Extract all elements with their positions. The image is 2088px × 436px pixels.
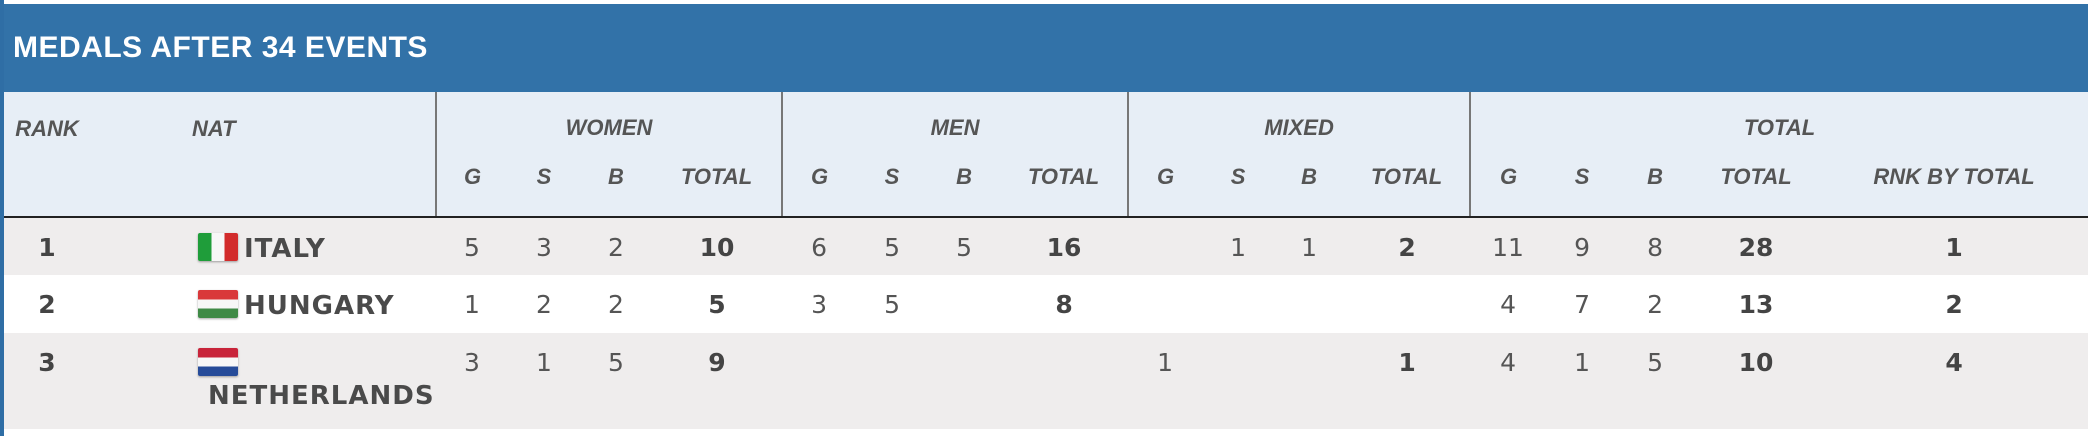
men-silver: 5 <box>884 290 900 319</box>
nation-cell[interactable]: ITALY <box>90 217 436 275</box>
header-total-s[interactable]: S <box>1546 164 1619 218</box>
header-women-b[interactable]: B <box>580 164 652 218</box>
table-row: 3 NETHERLANDS 3 1 5 9 1 1 4 1 5 10 <box>4 333 2088 429</box>
mixed-silver <box>1202 275 1274 333</box>
women-bronze: 2 <box>608 290 624 319</box>
mixed-total: 2 <box>1398 233 1416 262</box>
hungary-flag-icon <box>198 290 238 318</box>
header-women-g[interactable]: G <box>435 164 508 218</box>
men-bronze: 5 <box>956 233 972 262</box>
women-gold: 3 <box>464 348 480 377</box>
women-silver: 1 <box>536 348 552 377</box>
header-women-s[interactable]: S <box>508 164 580 218</box>
men-gold <box>782 333 856 429</box>
rank-cell: 1 <box>38 233 56 262</box>
table-row: 1 ITALY 5 3 2 10 6 5 5 16 1 1 2 11 9 8 2… <box>4 217 2088 275</box>
total-silver: 7 <box>1574 290 1590 319</box>
header-mixed-s[interactable]: S <box>1202 164 1275 218</box>
rank-by-total: 4 <box>1945 348 1963 377</box>
men-gold: 6 <box>811 233 827 262</box>
men-total <box>1000 333 1128 429</box>
mixed-bronze <box>1274 333 1344 429</box>
header-women-total[interactable]: TOTAL <box>652 164 783 218</box>
header-total-g[interactable]: G <box>1469 164 1547 218</box>
header-men-b[interactable]: B <box>928 164 1001 218</box>
men-total: 8 <box>1055 290 1073 319</box>
men-bronze <box>928 333 1000 429</box>
mixed-total <box>1344 275 1470 333</box>
italy-flag-icon <box>198 233 238 261</box>
header-women: WOMEN <box>434 92 783 164</box>
header-total-total[interactable]: TOTAL <box>1692 164 1821 218</box>
mixed-gold <box>1128 217 1202 275</box>
header-men-total[interactable]: TOTAL <box>1000 164 1129 218</box>
mixed-gold: 1 <box>1157 348 1173 377</box>
medal-table: RANK NAT WOMEN MEN MIXED TOTAL G S B TOT… <box>4 92 2088 429</box>
mixed-silver <box>1202 333 1274 429</box>
header-mixed-b[interactable]: B <box>1274 164 1345 218</box>
women-silver: 2 <box>536 290 552 319</box>
women-bronze: 2 <box>608 233 624 262</box>
men-bronze <box>928 275 1000 333</box>
netherlands-flag-icon <box>198 348 238 376</box>
header-men: MEN <box>781 92 1129 164</box>
total-bronze: 8 <box>1647 233 1663 262</box>
header-total: TOTAL <box>1469 92 2088 164</box>
women-gold: 1 <box>464 290 480 319</box>
total-gold: 11 <box>1492 233 1524 262</box>
nation-name: HUNGARY <box>244 291 395 321</box>
header-nat[interactable]: NAT <box>90 92 436 218</box>
mixed-silver: 1 <box>1230 233 1246 262</box>
rank-by-total: 2 <box>1945 290 1963 319</box>
table-row: 2 HUNGARY 1 2 2 5 3 5 8 4 7 2 13 <box>4 275 2088 333</box>
total-bronze: 2 <box>1647 290 1663 319</box>
header-mixed-g[interactable]: G <box>1127 164 1203 218</box>
header-total-b[interactable]: B <box>1618 164 1693 218</box>
mixed-bronze <box>1274 275 1344 333</box>
women-gold: 5 <box>464 233 480 262</box>
left-border <box>0 0 4 436</box>
mixed-bronze: 1 <box>1301 233 1317 262</box>
header-men-s[interactable]: S <box>856 164 929 218</box>
total-silver: 1 <box>1574 348 1590 377</box>
total-total: 10 <box>1738 348 1774 377</box>
rank-cell: 2 <box>38 290 56 319</box>
nation-name: NETHERLANDS <box>208 381 435 411</box>
total-total: 13 <box>1738 290 1774 319</box>
total-bronze: 5 <box>1647 348 1663 377</box>
mixed-gold <box>1128 275 1202 333</box>
women-silver: 3 <box>536 233 552 262</box>
rank-cell: 3 <box>38 348 56 377</box>
men-gold: 3 <box>811 290 827 319</box>
women-total: 5 <box>708 290 726 319</box>
women-total: 10 <box>699 233 735 262</box>
men-silver <box>856 333 928 429</box>
men-silver: 5 <box>884 233 900 262</box>
total-silver: 9 <box>1574 233 1590 262</box>
women-bronze: 5 <box>608 348 624 377</box>
mixed-total: 1 <box>1398 348 1416 377</box>
table-title: MEDALS AFTER 34 EVENTS <box>4 4 2088 92</box>
men-total: 16 <box>1046 233 1082 262</box>
rank-by-total: 1 <box>1945 233 1963 262</box>
header-mixed-total[interactable]: TOTAL <box>1344 164 1471 218</box>
nation-cell[interactable]: HUNGARY <box>90 275 436 333</box>
total-gold: 4 <box>1500 348 1516 377</box>
header-men-g[interactable]: G <box>781 164 857 218</box>
header-rank-by-total[interactable]: RNK BY TOTAL <box>1820 164 2088 218</box>
total-total: 28 <box>1738 233 1774 262</box>
header-mixed: MIXED <box>1127 92 1471 164</box>
nation-cell[interactable]: NETHERLANDS <box>90 333 436 429</box>
nation-name: ITALY <box>244 234 326 264</box>
total-gold: 4 <box>1500 290 1516 319</box>
women-total: 9 <box>708 348 726 377</box>
header-rank[interactable]: RANK <box>4 92 90 218</box>
